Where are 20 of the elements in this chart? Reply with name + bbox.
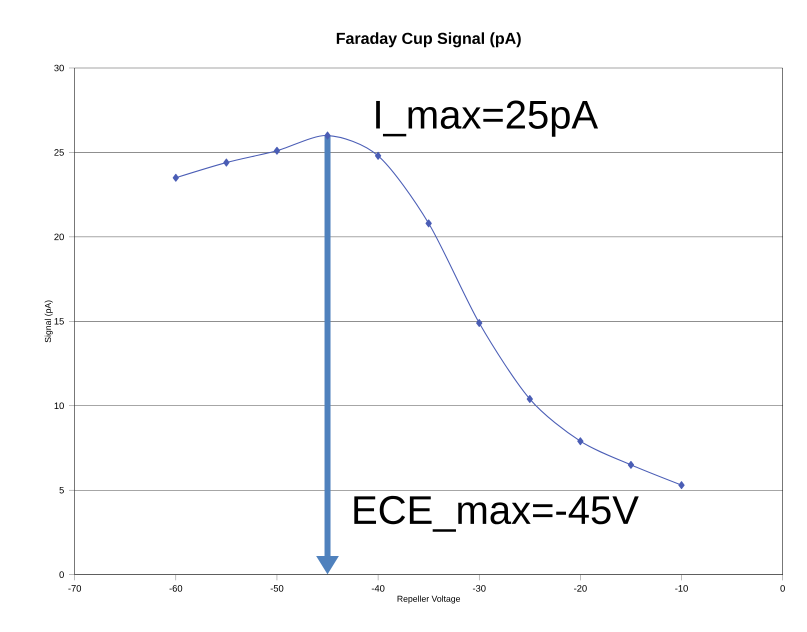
chart-title: Faraday Cup Signal (pA): [336, 32, 521, 48]
x-tick-label: -40: [372, 585, 384, 592]
x-tick-label: -60: [169, 585, 182, 592]
annotation: ECE_max=-45V: [354, 496, 639, 532]
x-tick-label: -70: [68, 585, 82, 592]
x-tick-label: -20: [574, 585, 587, 592]
y-tick-label: 5: [59, 486, 64, 494]
y-tick-label: 15: [54, 318, 64, 325]
y-tick-label: 0: [59, 571, 64, 578]
y-axis-title: Signal (pA): [44, 300, 53, 342]
y-tick-label: 20: [54, 234, 64, 240]
x-tick-label: -50: [270, 585, 284, 592]
x-axis-title: Repeller Voltage: [398, 595, 460, 604]
annotation: I_max=25pA: [376, 100, 598, 137]
y-tick-label: 30: [54, 64, 64, 72]
x-tick-label: -10: [675, 585, 688, 592]
y-tick-label: 25: [54, 149, 64, 156]
x-tick-label: 0: [780, 585, 785, 592]
x-tick-label: -30: [472, 585, 486, 592]
y-tick-label: 10: [54, 402, 64, 410]
